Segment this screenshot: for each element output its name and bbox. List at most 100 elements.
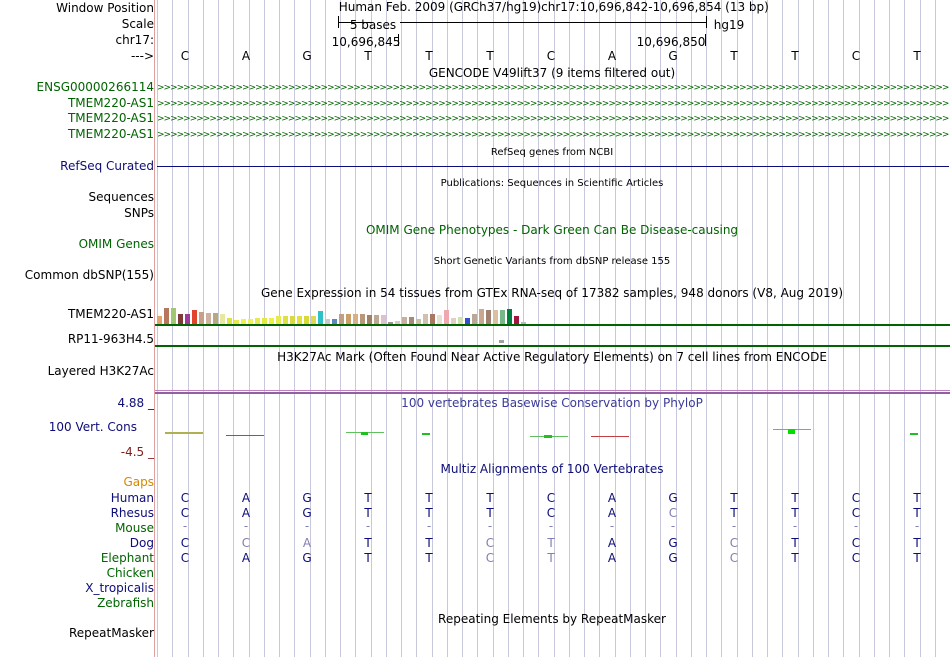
refseq-gene-line[interactable] — [157, 166, 949, 167]
gtex-bar[interactable] — [325, 319, 330, 324]
alignment-base: T — [486, 506, 494, 520]
gtex-gene2-label[interactable]: RP11-963H4.5 — [67, 332, 154, 346]
gtex-bar[interactable] — [332, 319, 337, 324]
repeatmasker-label[interactable]: RepeatMasker — [68, 626, 154, 640]
gtex-bar[interactable] — [500, 310, 505, 324]
h3k27ac-signal-top — [155, 390, 950, 391]
gtex-title: Gene Expression in 54 tissues from GTEx … — [260, 286, 844, 300]
gtex-bar[interactable] — [269, 318, 274, 324]
gencode-track-label-2[interactable]: TMEM220-AS1 — [67, 96, 154, 110]
gtex-bar[interactable] — [241, 319, 246, 324]
grid-line — [233, 0, 234, 657]
gtex-bar[interactable] — [220, 314, 225, 324]
alignment-base: C — [485, 536, 495, 550]
gtex-bar[interactable] — [479, 309, 484, 324]
gtex-bar[interactable] — [458, 317, 463, 324]
gtex-bar[interactable] — [430, 314, 435, 324]
gtex-bar[interactable] — [507, 309, 512, 324]
gtex-bar[interactable] — [374, 315, 379, 324]
species-label[interactable]: Elephant — [100, 551, 154, 565]
species-label[interactable]: Dog — [129, 536, 154, 550]
gencode-title: GENCODE V49lift37 (9 items filtered out) — [428, 66, 676, 80]
gtex-bar[interactable] — [171, 308, 176, 324]
refseq-title: RefSeq genes from NCBI — [490, 147, 614, 158]
gtex-bar[interactable] — [472, 314, 477, 324]
gtex-bar[interactable] — [416, 319, 421, 324]
gtex-bar[interactable] — [402, 317, 407, 324]
gtex-bar[interactable] — [255, 318, 260, 324]
gtex-bar[interactable] — [192, 310, 197, 324]
gtex-bar[interactable] — [213, 313, 218, 324]
gtex-bar[interactable] — [318, 311, 323, 324]
gtex-bar[interactable] — [311, 316, 316, 324]
gtex-bar[interactable] — [451, 318, 456, 324]
gtex-gene1-line — [155, 324, 950, 326]
h3k27ac-label[interactable]: Layered H3K27Ac — [47, 364, 154, 378]
refseq-label[interactable]: RefSeq Curated — [60, 159, 154, 173]
gaps-label[interactable]: Gaps — [123, 475, 154, 489]
publications-label[interactable]: Sequences — [88, 190, 154, 204]
gtex-bar[interactable] — [444, 310, 449, 324]
gtex-bar[interactable] — [304, 316, 309, 324]
grid-line — [294, 0, 295, 657]
gtex-bar[interactable] — [248, 319, 253, 324]
conservation-label[interactable]: 100 Vert. Cons — [48, 420, 137, 434]
gtex-bar[interactable] — [199, 312, 204, 324]
gtex-bar[interactable] — [227, 318, 232, 324]
gtex-bar[interactable] — [178, 314, 183, 324]
gencode-gene-3[interactable]: >>>>>>>>>>>>>>>>>>>>>>>>>>>>>>>>>>>>>>>>… — [157, 115, 949, 124]
gtex-gene1-label[interactable]: TMEM220-AS1 — [67, 307, 154, 321]
species-label[interactable]: Mouse — [115, 521, 154, 535]
gtex-bar[interactable] — [346, 314, 351, 324]
species-label[interactable]: X_tropicalis — [85, 581, 154, 595]
species-label[interactable]: Human — [110, 491, 154, 505]
alignment-base: G — [302, 506, 312, 520]
gtex-bar[interactable] — [157, 316, 162, 324]
alignment-base: A — [607, 491, 617, 505]
gencode-track-label-4[interactable]: TMEM220-AS1 — [67, 127, 154, 141]
gtex-bar[interactable] — [423, 314, 428, 324]
omim-label[interactable]: OMIM Genes — [78, 237, 154, 251]
gtex-bar[interactable] — [353, 314, 358, 324]
gtex-bar[interactable] — [234, 320, 239, 324]
gtex-bar[interactable] — [388, 322, 393, 324]
conservation-mark — [788, 429, 795, 434]
gencode-gene-2[interactable]: >>>>>>>>>>>>>>>>>>>>>>>>>>>>>>>>>>>>>>>>… — [157, 100, 949, 109]
gtex-bar[interactable] — [395, 321, 400, 324]
grid-line — [721, 0, 722, 657]
gtex-bar[interactable] — [206, 313, 211, 324]
alignment-base: - — [914, 519, 920, 533]
grid-line — [401, 0, 402, 657]
gtex-bar[interactable] — [185, 314, 190, 324]
gtex-bar[interactable] — [465, 318, 470, 324]
gtex-bar[interactable] — [262, 318, 267, 324]
species-label[interactable]: Chicken — [106, 566, 154, 580]
snps-label[interactable]: SNPs — [124, 206, 154, 220]
gtex-bar[interactable] — [493, 310, 498, 324]
gtex-bar[interactable] — [381, 315, 386, 324]
gtex-bar[interactable] — [367, 315, 372, 324]
gtex-bar[interactable] — [276, 316, 281, 324]
species-label[interactable]: Zebrafish — [97, 596, 154, 610]
gencode-track-label-3[interactable]: TMEM220-AS1 — [67, 111, 154, 125]
gtex-bar[interactable] — [339, 314, 344, 324]
gtex-bar[interactable] — [283, 316, 288, 324]
gtex-bar[interactable] — [409, 317, 414, 324]
gtex-bar[interactable] — [290, 316, 295, 324]
scale-bar-right — [400, 22, 706, 23]
gtex-bar[interactable] — [297, 316, 302, 324]
gencode-gene-1[interactable]: >>>>>>>>>>>>>>>>>>>>>>>>>>>>>>>>>>>>>>>>… — [157, 84, 949, 93]
gtex-bar[interactable] — [486, 310, 491, 324]
alignment-base: C — [851, 536, 861, 550]
gencode-track-label-1[interactable]: ENSG00000266114 — [36, 80, 154, 94]
gtex-bar[interactable] — [437, 315, 442, 324]
gtex-bar[interactable] — [164, 308, 169, 324]
gtex-bar[interactable] — [514, 316, 519, 324]
grid-line — [782, 0, 783, 657]
species-label[interactable]: Rhesus — [110, 506, 154, 520]
dbsnp-label[interactable]: Common dbSNP(155) — [24, 268, 154, 282]
gtex-bar[interactable] — [360, 314, 365, 324]
gencode-gene-4[interactable]: >>>>>>>>>>>>>>>>>>>>>>>>>>>>>>>>>>>>>>>>… — [157, 131, 949, 140]
gtex-bar[interactable] — [521, 322, 526, 324]
